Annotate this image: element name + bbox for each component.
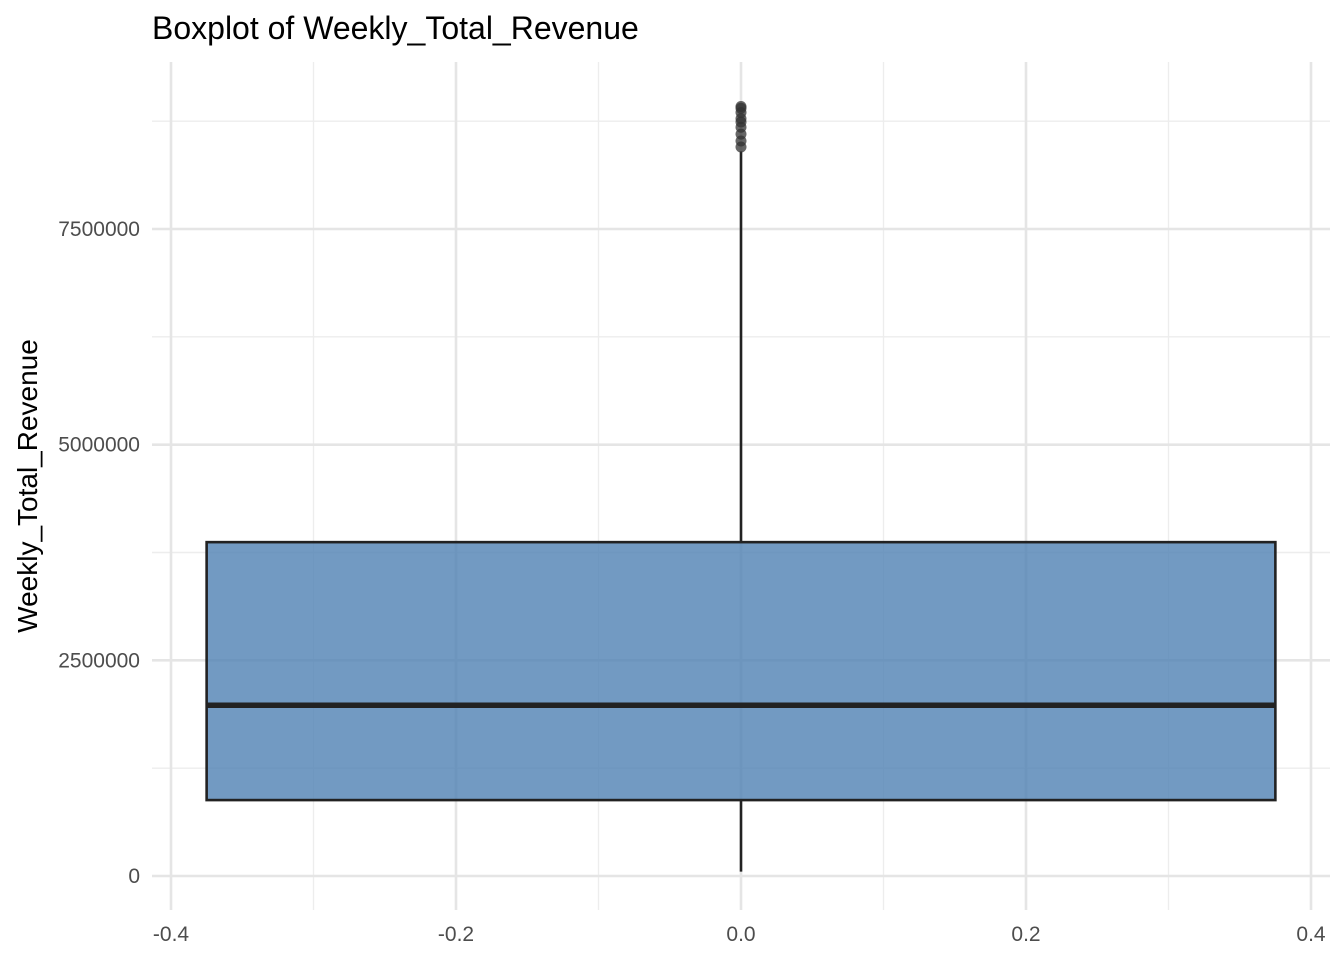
chart-title: Boxplot of Weekly_Total_Revenue [152,10,639,46]
y-axis-title: Weekly_Total_Revenue [12,339,43,633]
x-tick-label: 0.0 [726,923,755,946]
y-tick-label: 0 [128,865,140,888]
x-tick-label: -0.2 [438,923,474,946]
outliers [735,101,747,153]
boxplot [205,151,1277,872]
x-tick-label: 0.4 [1296,923,1326,946]
iqr-box [205,540,1277,802]
x-tick-label: -0.4 [153,923,190,946]
x-tick-labels: -0.4 -0.2 0.0 0.2 0.4 [153,923,1326,946]
x-tick-label: 0.2 [1011,923,1040,946]
y-tick-label: 5000000 [58,434,140,457]
y-tick-labels: 0 2500000 5000000 7500000 [58,218,140,888]
outlier-point [735,101,747,113]
y-tick-label: 2500000 [58,649,140,672]
y-tick-label: 7500000 [58,218,140,241]
